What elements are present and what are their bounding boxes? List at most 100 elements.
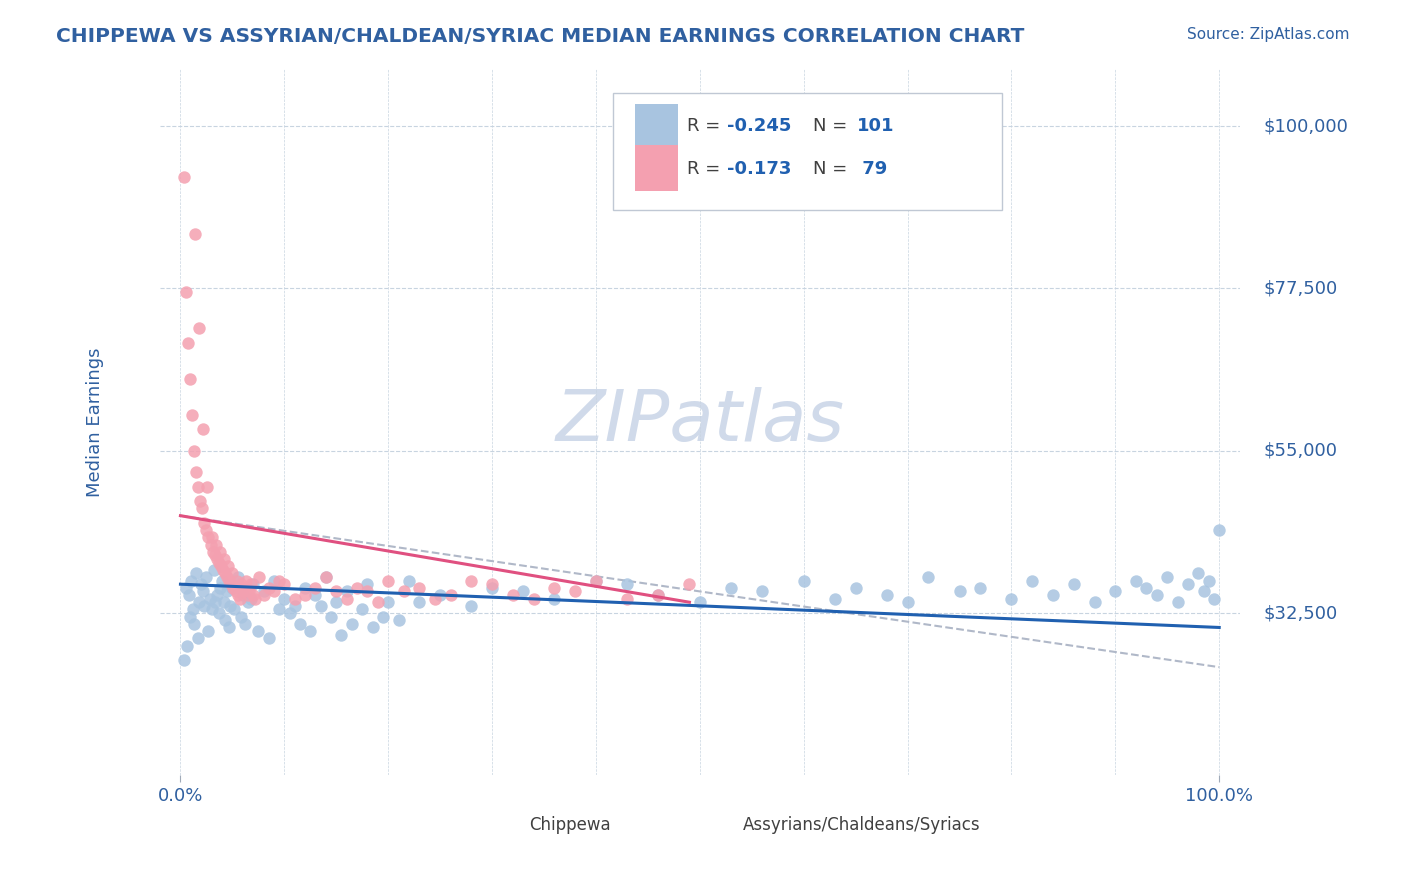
Point xyxy=(647,588,669,602)
Point xyxy=(408,595,430,609)
Point xyxy=(212,552,235,566)
Point xyxy=(1021,574,1043,588)
Point xyxy=(948,584,970,599)
Point xyxy=(188,595,211,609)
Text: R =: R = xyxy=(688,160,725,178)
Point xyxy=(219,599,242,613)
Point xyxy=(689,595,711,609)
Point xyxy=(222,581,245,595)
Point xyxy=(523,591,546,606)
Text: N =: N = xyxy=(813,118,853,136)
Point xyxy=(214,566,236,581)
Point xyxy=(200,537,222,551)
Point xyxy=(543,581,565,595)
Point xyxy=(340,616,363,631)
Point xyxy=(193,599,215,613)
Point xyxy=(229,577,252,591)
Text: -0.245: -0.245 xyxy=(727,118,792,136)
Point xyxy=(439,588,461,602)
Point xyxy=(236,595,259,609)
Point xyxy=(245,591,267,606)
Text: -0.173: -0.173 xyxy=(727,160,792,178)
Point xyxy=(793,574,815,588)
Point xyxy=(1083,595,1105,609)
Point xyxy=(225,574,247,588)
Point xyxy=(180,408,202,422)
Point xyxy=(218,574,240,588)
Point xyxy=(201,530,224,544)
Point xyxy=(174,581,197,595)
Point xyxy=(197,530,219,544)
Text: $77,500: $77,500 xyxy=(1264,279,1339,298)
Point xyxy=(238,584,260,599)
Point xyxy=(209,559,232,574)
Point xyxy=(1198,574,1220,588)
Point xyxy=(217,559,239,574)
Point xyxy=(221,581,243,595)
Point xyxy=(278,606,301,620)
FancyBboxPatch shape xyxy=(636,145,678,191)
Point xyxy=(616,577,638,591)
Point xyxy=(240,577,263,591)
Point xyxy=(177,588,200,602)
Point xyxy=(1208,523,1230,537)
Point xyxy=(187,480,209,494)
Point xyxy=(233,581,256,595)
Text: CHIPPEWA VS ASSYRIAN/CHALDEAN/SYRIAC MEDIAN EARNINGS CORRELATION CHART: CHIPPEWA VS ASSYRIAN/CHALDEAN/SYRIAC MED… xyxy=(56,27,1025,45)
Point xyxy=(299,624,322,638)
Point xyxy=(824,591,846,606)
Point xyxy=(377,574,399,588)
Point xyxy=(257,581,280,595)
Point xyxy=(273,577,295,591)
Point xyxy=(319,609,342,624)
Text: Median Earnings: Median Earnings xyxy=(86,347,104,497)
Point xyxy=(218,620,240,634)
Point xyxy=(235,574,257,588)
Point xyxy=(512,584,534,599)
Text: Chippewa: Chippewa xyxy=(530,816,612,834)
Point xyxy=(263,574,285,588)
Point xyxy=(193,584,215,599)
Point xyxy=(392,584,415,599)
Point xyxy=(423,591,446,606)
Point xyxy=(304,588,326,602)
Point xyxy=(184,566,207,581)
Point xyxy=(377,595,399,609)
Point xyxy=(221,577,243,591)
Point xyxy=(460,599,482,613)
Point xyxy=(173,169,195,184)
Point xyxy=(208,581,231,595)
Point xyxy=(751,584,773,599)
Point xyxy=(226,570,249,584)
Point xyxy=(257,632,280,646)
Point xyxy=(201,545,224,559)
Point xyxy=(294,581,316,595)
Point xyxy=(336,584,359,599)
Point xyxy=(212,563,235,577)
Point xyxy=(242,577,264,591)
Text: R =: R = xyxy=(688,118,725,136)
Text: 79: 79 xyxy=(856,160,887,178)
Point xyxy=(315,570,337,584)
Point xyxy=(897,595,920,609)
Point xyxy=(208,606,231,620)
Point xyxy=(240,591,263,606)
Point xyxy=(198,591,221,606)
Point xyxy=(288,616,311,631)
Point xyxy=(242,588,264,602)
FancyBboxPatch shape xyxy=(636,103,678,150)
Point xyxy=(720,581,742,595)
Point xyxy=(180,574,202,588)
Point xyxy=(183,443,205,458)
Point xyxy=(585,574,607,588)
Point xyxy=(585,574,607,588)
Point xyxy=(195,523,218,537)
Point xyxy=(205,552,228,566)
Point xyxy=(188,321,211,335)
Point xyxy=(408,581,430,595)
Point xyxy=(202,563,225,577)
Point xyxy=(269,574,291,588)
Point xyxy=(204,537,226,551)
Point xyxy=(1192,584,1215,599)
Point xyxy=(217,584,239,599)
